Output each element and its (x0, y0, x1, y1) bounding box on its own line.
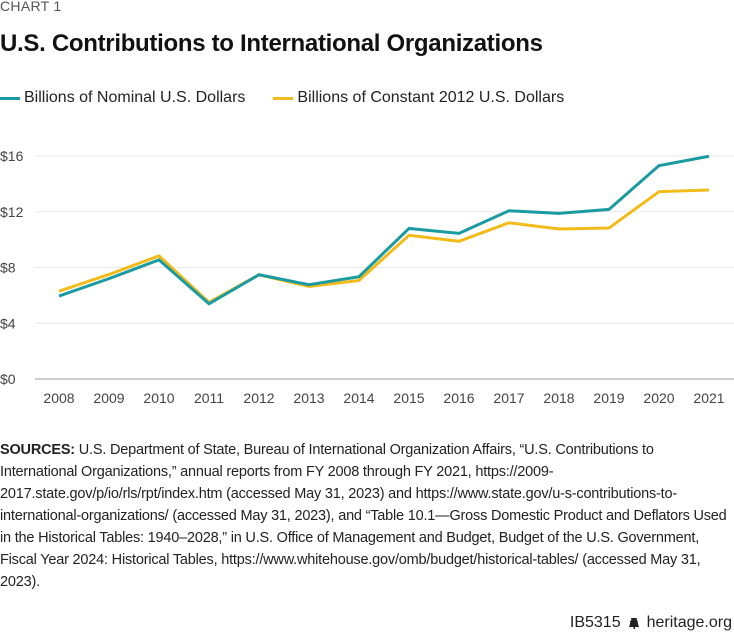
x-tick-label: 2021 (693, 390, 724, 406)
legend-swatch-nominal (0, 96, 20, 100)
chart-eyebrow: CHART 1 (0, 0, 62, 14)
x-tick-label: 2009 (93, 390, 124, 406)
legend-item-nominal: Billions of Nominal U.S. Dollars (0, 89, 245, 107)
x-tick-label: 2015 (393, 390, 424, 406)
x-tick-label: 2017 (493, 390, 524, 406)
footer: IB5315 heritage.org (570, 614, 732, 632)
report-code: IB5315 (569, 614, 621, 631)
y-tick-label: $16 (0, 148, 24, 164)
y-tick-label: $12 (0, 204, 24, 220)
sources-text: U.S. Department of State, Bureau of Inte… (0, 442, 727, 590)
legend-label-nominal: Billions of Nominal U.S. Dollars (24, 89, 246, 106)
x-tick-label: 2011 (194, 390, 224, 406)
y-tick-label: $0 (0, 371, 16, 387)
line-chart: $0 $4 $8 $12 $16 2008 2009 2010 2011 2012 2013 2014… (0, 148, 734, 406)
x-tick-label: 2019 (593, 390, 624, 406)
series-line-nominal (58, 154, 710, 306)
y-tick-label: $8 (0, 260, 16, 276)
x-tick-label: 2018 (543, 390, 574, 406)
x-tick-label: 2013 (293, 390, 324, 406)
sources-label: SOURCES: (0, 442, 75, 458)
x-tick-label: 2016 (443, 390, 474, 406)
chart-title: U.S. Contributions to International Orga… (0, 30, 543, 57)
x-tick-label: 2014 (343, 390, 374, 406)
series-line-constant (58, 188, 710, 305)
legend-label-constant: Billions of Constant 2012 U.S. Dollars (297, 89, 565, 106)
legend-swatch-constant (273, 96, 294, 100)
x-tick-label: 2010 (143, 390, 174, 406)
x-tick-label: 2008 (43, 390, 74, 406)
y-tick-label: $4 (0, 315, 16, 331)
site-name: heritage.org (646, 614, 732, 631)
legend-item-constant: Billions of Constant 2012 U.S. Dollars (273, 89, 564, 107)
x-tick-label: 2012 (243, 390, 274, 406)
x-tick-label: 2020 (643, 390, 674, 406)
legend: Billions of Nominal U.S. Dollars Billion… (0, 89, 564, 107)
sources-note: SOURCES: U.S. Department of State, Burea… (0, 439, 734, 593)
liberty-bell-icon (628, 618, 639, 629)
